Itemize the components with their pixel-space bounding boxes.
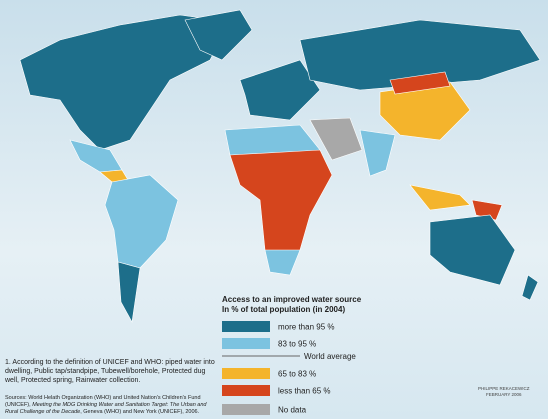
new-zealand bbox=[521, 274, 539, 301]
mongolia bbox=[389, 71, 451, 95]
australia bbox=[429, 214, 516, 286]
credit-author: PHILIPPE REKACEWICZ bbox=[478, 386, 530, 391]
north-america bbox=[19, 14, 231, 151]
legend-subtitle: In % of total population (in 2004) bbox=[222, 305, 346, 314]
sources-lead: Sources: World Helath Organization (WHO)… bbox=[5, 395, 201, 408]
legend-swatch bbox=[222, 338, 270, 349]
south-america bbox=[104, 174, 179, 269]
footnote: 1. According to the definition of UNICEF… bbox=[5, 359, 215, 384]
southeast-asia bbox=[409, 184, 471, 211]
legend: more than 95 % 83 to 95 % 65 to 83 % less t… bbox=[222, 321, 356, 415]
southern-cone bbox=[117, 261, 141, 323]
world-average-label: World average bbox=[304, 352, 356, 361]
legend-label: No data bbox=[278, 406, 307, 415]
greenland bbox=[184, 9, 253, 61]
legend-label: less than 65 % bbox=[278, 387, 330, 396]
legend-label: 83 to 95 % bbox=[278, 340, 316, 349]
sources-title: Meeting the MDG Drinking Water and Sanit… bbox=[5, 402, 207, 415]
world-map bbox=[19, 9, 541, 323]
legend-swatch bbox=[222, 404, 270, 415]
legend-swatch bbox=[222, 385, 270, 396]
middle-east bbox=[309, 117, 363, 161]
russia bbox=[299, 19, 541, 91]
legend-label: more than 95 % bbox=[278, 323, 334, 332]
legend-swatch bbox=[222, 368, 270, 379]
sources-tail: , Geneva (WHO) and New York (UNICEF), 20… bbox=[80, 409, 200, 415]
credit-date: FEBRUARY 2006 bbox=[485, 392, 522, 397]
sources: Sources: World Helath Organization (WHO)… bbox=[5, 395, 220, 416]
legend-title-line: Access to an improved water source bbox=[222, 295, 362, 304]
southern-africa bbox=[264, 249, 301, 276]
europe bbox=[239, 59, 321, 121]
legend-title: Access to an improved water source In % … bbox=[222, 295, 361, 315]
papua-new-guinea bbox=[471, 199, 503, 221]
credit: PHILIPPE REKACEWICZ FEBRUARY 2006 bbox=[478, 386, 530, 398]
legend-swatch bbox=[222, 321, 270, 332]
legend-label: 65 to 83 % bbox=[278, 370, 316, 379]
china bbox=[379, 81, 471, 141]
india bbox=[359, 129, 396, 177]
